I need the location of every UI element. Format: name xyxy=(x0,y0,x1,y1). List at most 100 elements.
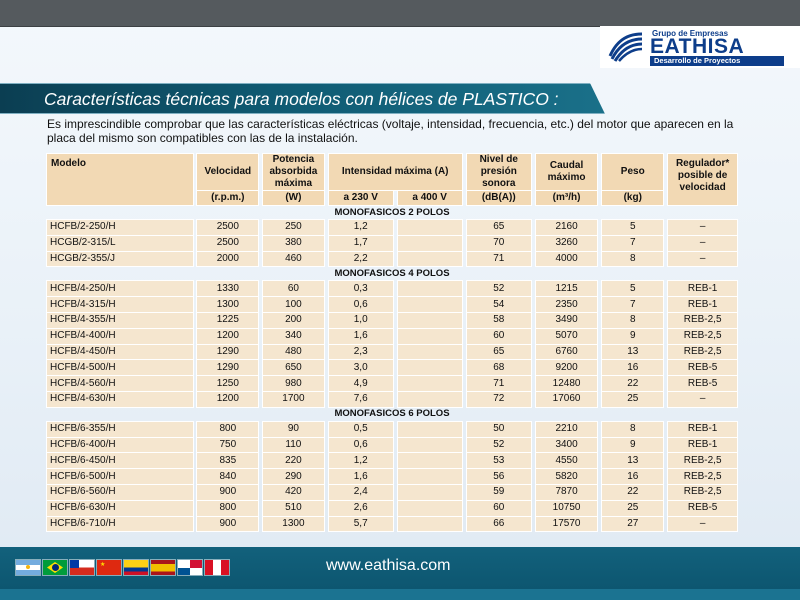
cell-current-230v: 1,6 xyxy=(327,468,394,485)
cell-power: 290 xyxy=(262,468,325,485)
cell-weight: 25 xyxy=(601,390,665,408)
cell-regulator: – xyxy=(667,515,738,533)
website-link[interactable]: www.eathisa.com xyxy=(326,557,451,574)
cell-current-400v xyxy=(396,390,463,408)
cell-weight: 5 xyxy=(601,280,665,298)
cell-power: 460 xyxy=(262,250,325,268)
cell-speed: 1290 xyxy=(196,359,260,377)
cell-speed: 835 xyxy=(196,452,260,470)
section-title: MONOFASICOS 4 POLOS xyxy=(334,267,450,279)
panama-flag[interactable] xyxy=(178,560,202,575)
cell-noise: 60 xyxy=(465,499,532,517)
cell-regulator: REB-1 xyxy=(667,420,738,438)
cell-weight: 25 xyxy=(601,499,665,517)
cell-current-400v xyxy=(396,343,463,361)
cell-model: HCFB/4-560/H xyxy=(46,375,194,392)
cell-current-230v: 0,5 xyxy=(327,420,394,438)
cell-weight: 22 xyxy=(601,483,665,501)
china-flag[interactable]: ★ xyxy=(97,560,121,575)
cell-model: HCFB/6-500/H xyxy=(46,468,194,485)
logo-name: EATHISA xyxy=(650,35,745,58)
cell-current-400v xyxy=(396,420,463,438)
brazil-flag[interactable] xyxy=(43,560,67,575)
cell-weight: 8 xyxy=(601,420,665,438)
cell-speed: 2000 xyxy=(196,250,260,268)
header-current: Intensidad máxima (A) xyxy=(327,153,463,191)
cell-model: HCFB/6-560/H xyxy=(46,483,194,501)
table-row: HCFB/4-500/H 1290 650 3,0 68 9200 16 REB-5 xyxy=(46,359,738,377)
cell-flow: 5820 xyxy=(534,468,599,485)
logo-tagline: Desarrollo de Proyectos xyxy=(650,56,784,66)
cell-model: HCFB/4-500/H xyxy=(46,359,194,377)
cell-weight: 8 xyxy=(601,250,665,268)
unit-230v: a 230 V xyxy=(327,190,394,206)
cell-weight: 16 xyxy=(601,359,665,377)
cell-noise: 59 xyxy=(465,483,532,501)
cell-speed: 800 xyxy=(196,420,260,438)
cell-weight: 8 xyxy=(601,311,665,329)
cell-current-400v xyxy=(396,483,463,501)
cell-flow: 3260 xyxy=(534,234,599,252)
cell-power: 650 xyxy=(262,359,325,377)
cell-weight: 7 xyxy=(601,234,665,252)
cell-current-400v xyxy=(396,375,463,392)
cell-speed: 2500 xyxy=(196,219,260,236)
unit-noise: (dB(A)) xyxy=(465,190,532,206)
cell-flow: 3490 xyxy=(534,311,599,329)
cell-flow: 1215 xyxy=(534,280,599,298)
cell-weight: 13 xyxy=(601,452,665,470)
cell-power: 480 xyxy=(262,343,325,361)
cell-power: 510 xyxy=(262,499,325,517)
spain-flag[interactable] xyxy=(151,560,175,575)
argentina-flag[interactable] xyxy=(16,560,40,575)
cell-current-230v: 0,3 xyxy=(327,280,394,298)
cell-current-400v xyxy=(396,359,463,377)
page-title: Características técnicas para modelos co… xyxy=(44,89,559,109)
cell-regulator: REB-2,5 xyxy=(667,452,738,470)
logo-wave-icon xyxy=(608,32,643,62)
title-band xyxy=(0,83,605,114)
header-noise: Nivel de presión sonora xyxy=(465,153,532,191)
table-row: HCGB/2-355/J 2000 460 2,2 71 4000 8– xyxy=(46,250,738,268)
cell-noise: 53 xyxy=(465,452,532,470)
unit-speed: (r.p.m.) xyxy=(196,190,260,206)
cell-flow: 2160 xyxy=(534,219,599,236)
cell-current-230v: 1,2 xyxy=(327,219,394,236)
unit-400v: a 400 V xyxy=(396,190,463,206)
logo-group-text: Grupo de Empresas xyxy=(652,29,729,38)
cell-noise: 71 xyxy=(465,375,532,392)
unit-flow: (m³/h) xyxy=(534,190,599,206)
peru-flag[interactable] xyxy=(205,560,229,575)
cell-flow: 4000 xyxy=(534,250,599,268)
cell-current-230v: 2,6 xyxy=(327,499,394,517)
cell-current-400v xyxy=(396,327,463,345)
cell-regulator: REB-5 xyxy=(667,375,738,392)
cell-speed: 1300 xyxy=(196,296,260,313)
chile-flag[interactable] xyxy=(70,560,94,575)
cell-regulator: REB-2,5 xyxy=(667,327,738,345)
cell-regulator: REB-5 xyxy=(667,499,738,517)
cell-current-230v: 2,3 xyxy=(327,343,394,361)
cell-noise: 65 xyxy=(465,343,532,361)
cell-regulator: REB-2,5 xyxy=(667,311,738,329)
cell-current-230v: 1,0 xyxy=(327,311,394,329)
cell-regulator: REB-2,5 xyxy=(667,483,738,501)
cell-flow: 3400 xyxy=(534,436,599,454)
cell-power: 1300 xyxy=(262,515,325,533)
table-row: HCFB/6-560/H 900 420 2,4 59 7870 22 REB-2,5 xyxy=(46,483,738,501)
cell-weight: 9 xyxy=(601,327,665,345)
cell-current-230v: 5,7 xyxy=(327,515,394,533)
colombia-flag[interactable] xyxy=(124,560,148,575)
cell-current-230v: 0,6 xyxy=(327,436,394,454)
section-header-row: MONOFASICOS 2 POLOS xyxy=(47,206,738,220)
company-logo: Grupo de Empresas EATHISA Desarrollo de … xyxy=(600,26,800,68)
cell-flow: 7870 xyxy=(534,483,599,501)
cell-noise: 54 xyxy=(465,296,532,313)
cell-noise: 58 xyxy=(465,311,532,329)
cell-power: 340 xyxy=(262,327,325,345)
cell-model: HCFB/4-315/H xyxy=(46,296,194,313)
cell-speed: 1250 xyxy=(196,375,260,392)
header-model: Modelo xyxy=(46,153,194,206)
section-title: MONOFASICOS 2 POLOS xyxy=(334,206,450,218)
cell-power: 380 xyxy=(262,234,325,252)
